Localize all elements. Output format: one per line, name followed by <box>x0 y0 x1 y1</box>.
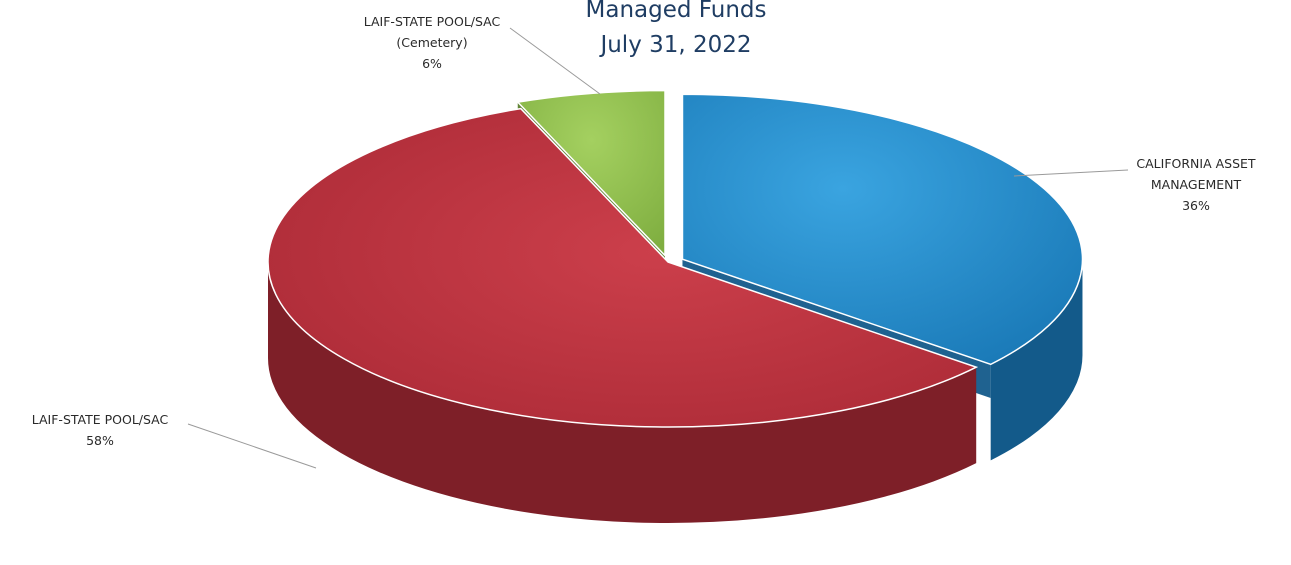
leader-lines <box>187 27 1129 469</box>
chart-title-line-2: July 31, 2022 <box>598 32 751 58</box>
label-laif-cemetery: LAIF-STATE POOL/SAC (Cemetery) 6% <box>364 14 501 71</box>
label-california-asset-management: CALIFORNIA ASSET MANAGEMENT 36% <box>1136 156 1256 213</box>
leader-line-laif <box>187 423 317 469</box>
leader-line-cemetery <box>509 27 601 95</box>
slice-laif-state-pool-side <box>268 262 977 523</box>
label-laif-cemetery-text: LAIF-STATE POOL/SAC <box>364 14 501 29</box>
slice-california-asset-management-side <box>990 259 1083 461</box>
slice-laif-state-pool <box>267 107 979 428</box>
label-laif-cemetery-percent: 6% <box>422 56 442 71</box>
label-laif-state-pool: LAIF-STATE POOL/SAC 58% <box>32 412 169 448</box>
label-laif-state-pool-text: LAIF-STATE POOL/SAC <box>32 412 169 427</box>
label-laif-cemetery-text: (Cemetery) <box>396 35 467 50</box>
data-labels: CALIFORNIA ASSET MANAGEMENT 36% LAIF-STATE … <box>32 14 1256 448</box>
label-california-asset-management-percent: 36% <box>1182 198 1210 213</box>
leader-line-california <box>1013 169 1129 177</box>
label-laif-state-pool-percent: 58% <box>86 433 114 448</box>
label-california-asset-management-text: CALIFORNIA ASSET <box>1136 156 1256 171</box>
label-california-asset-management-text: MANAGEMENT <box>1151 177 1242 192</box>
slice-california-asset-management <box>681 93 1084 366</box>
pie-tops <box>267 89 1084 428</box>
slice-laif-cemetery <box>516 89 666 258</box>
chart-title-line-1: Managed Funds <box>586 0 767 23</box>
